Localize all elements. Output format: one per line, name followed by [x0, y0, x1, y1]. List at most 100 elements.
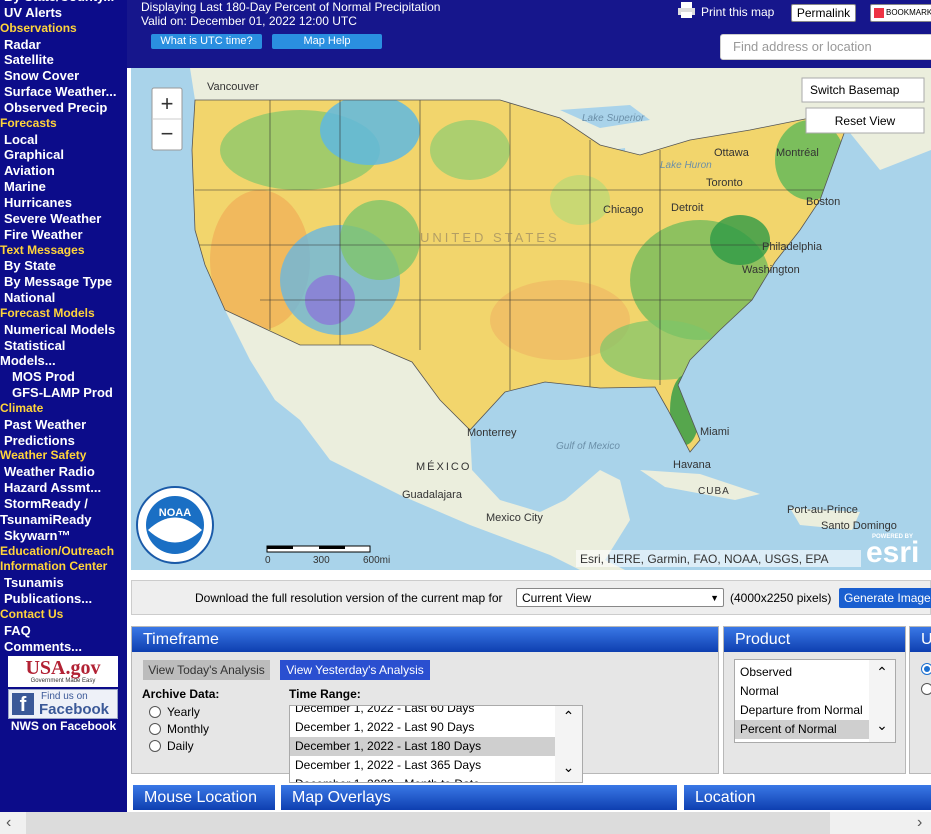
- scroll-right[interactable]: ›: [917, 814, 923, 831]
- today-button[interactable]: View Today's Analysis: [143, 660, 270, 680]
- nav-link[interactable]: Comments...: [4, 638, 83, 654]
- nav-link[interactable]: Publications...: [4, 591, 93, 607]
- nav-link[interactable]: UV Alerts: [4, 4, 63, 20]
- scale-label: 0: [265, 555, 271, 566]
- range-option[interactable]: December 1, 2022 - Last 365 Days: [295, 758, 482, 772]
- archive-option[interactable]: Monthly: [149, 720, 209, 737]
- nav-link[interactable]: Hazard Assmt...: [4, 480, 102, 496]
- utc-button[interactable]: What is UTC time?: [151, 34, 262, 49]
- scroll-left[interactable]: ‹: [6, 814, 12, 831]
- usa-gov-badge[interactable]: USA.gov Government Made Easy: [8, 656, 118, 687]
- range-option[interactable]: December 1, 2022 - Last 60 Days: [295, 705, 475, 715]
- product-option[interactable]: Normal: [740, 684, 779, 698]
- search-input[interactable]: Find address or location: [720, 34, 931, 60]
- range-option[interactable]: December 1, 2022 - Month to Date: [290, 775, 555, 782]
- nav-section[interactable]: Observations: [0, 20, 77, 35]
- nav-link[interactable]: By State/County...: [0, 0, 123, 5]
- nav-link[interactable]: Tsunamis: [4, 575, 64, 591]
- print-link[interactable]: Print this map: [701, 5, 775, 19]
- map-label: CUBA: [698, 486, 730, 497]
- units-title: U: [910, 627, 931, 652]
- product-list[interactable]: Observed Normal Departure from Normal Perce…: [734, 659, 896, 743]
- units-radio[interactable]: [921, 663, 931, 675]
- reset-view-button[interactable]: [805, 107, 925, 134]
- nav-link[interactable]: Local: [4, 131, 38, 147]
- product-scrollbar[interactable]: ⌃ ⌄: [869, 660, 895, 742]
- product-option[interactable]: Percent of Normal: [735, 720, 869, 739]
- units-radio[interactable]: [921, 683, 931, 695]
- archive-option[interactable]: Daily: [149, 737, 209, 754]
- units-panel: U: [909, 626, 931, 774]
- map[interactable]: Vancouver Lake Superior Ottawa Montréal …: [131, 68, 931, 570]
- h-scrollbar[interactable]: ‹ ›: [0, 812, 931, 834]
- nav-link[interactable]: StormReady / TsunamiReady: [0, 496, 92, 527]
- map-label: MÉXICO: [416, 460, 471, 473]
- nav-section[interactable]: Text Messages: [0, 242, 85, 257]
- nav-link[interactable]: Satellite: [4, 52, 54, 68]
- nav-link[interactable]: Numerical Models: [4, 321, 116, 337]
- range-option[interactable]: December 1, 2022 - Last 180 Days: [290, 737, 555, 756]
- nav-section[interactable]: Information Center: [0, 559, 108, 574]
- facebook-badge[interactable]: f Find us on Facebook: [8, 689, 118, 719]
- product-option[interactable]: Departure from Normal: [740, 703, 863, 717]
- nav-link[interactable]: Aviation: [4, 163, 55, 179]
- radio-circle[interactable]: [149, 722, 161, 735]
- reset-view-text[interactable]: Reset View: [835, 114, 896, 128]
- nav-section[interactable]: Education/Outreach: [0, 543, 115, 558]
- nav-link[interactable]: Radar: [4, 36, 41, 52]
- nav-link[interactable]: Weather Radio: [4, 464, 95, 480]
- nav-section[interactable]: Climate: [0, 400, 44, 415]
- view-select[interactable]: Current View ▼: [516, 588, 724, 607]
- scale-label: 600mi: [363, 555, 390, 566]
- zoom-out[interactable]: −: [161, 121, 174, 146]
- permalink-button[interactable]: Permalink: [791, 4, 856, 22]
- help-button[interactable]: Map Help: [272, 34, 382, 49]
- nav-section[interactable]: Contact Us: [0, 606, 64, 621]
- switch-basemap-text[interactable]: Switch Basemap: [810, 83, 900, 97]
- switch-basemap-button[interactable]: [801, 77, 925, 103]
- nav-link[interactable]: National: [4, 290, 56, 306]
- timeframe-panel: Timeframe View Today's Analysis View Yes…: [131, 626, 719, 774]
- nav-link[interactable]: Surface Weather...: [4, 84, 117, 100]
- nav-link[interactable]: Statistical Models...: [0, 337, 66, 369]
- nav-link[interactable]: Predictions: [4, 432, 75, 448]
- nav-link[interactable]: Fire Weather: [4, 226, 83, 242]
- nav-link[interactable]: Hurricanes: [4, 194, 72, 210]
- scale-bar: 0 300 600mi: [265, 545, 390, 566]
- product-option[interactable]: Observed: [740, 665, 793, 679]
- map-label: Montréal: [776, 147, 819, 159]
- nav-link[interactable]: Observed Precip: [4, 99, 108, 115]
- panel-header: Map Overlays: [281, 785, 677, 810]
- yesterday-button[interactable]: View Yesterday's Analysis: [280, 660, 430, 680]
- radio-circle[interactable]: [149, 739, 161, 752]
- nav-link[interactable]: Graphical: [4, 147, 64, 163]
- h-scroll-thumb[interactable]: [26, 812, 830, 834]
- nav-link[interactable]: Skywarn™: [4, 527, 71, 543]
- sidebar: By State/County...UV AlertsObservationsR…: [0, 0, 127, 812]
- nav-link[interactable]: Past Weather: [4, 416, 87, 432]
- range-option[interactable]: December 1, 2022 - Last 90 Days: [295, 720, 475, 734]
- generate-button[interactable]: Generate Image: [839, 588, 931, 608]
- nav-link[interactable]: Marine: [4, 179, 46, 195]
- nav-link[interactable]: Snow Cover: [4, 68, 80, 84]
- zoom-in[interactable]: +: [161, 91, 174, 116]
- bookmark-button[interactable]: BOOKMARK: [870, 4, 931, 22]
- radio-circle[interactable]: [149, 705, 161, 718]
- nav-sublink[interactable]: GFS-LAMP Prod: [12, 385, 113, 401]
- nav-link[interactable]: Severe Weather: [4, 210, 102, 226]
- facebook-caption[interactable]: NWS on Facebook: [10, 719, 117, 733]
- range-list[interactable]: December 1, 2022 - Last 60 Days December …: [289, 705, 583, 783]
- nav-section[interactable]: Forecast Models: [0, 305, 95, 320]
- nav-section[interactable]: Forecasts: [0, 115, 57, 130]
- range-scrollbar[interactable]: ⌃ ⌄: [555, 706, 582, 782]
- nav-section[interactable]: Weather Safety: [0, 448, 87, 463]
- nav-link[interactable]: By Message Type: [4, 274, 113, 290]
- facebook-intro: Find us on: [41, 691, 88, 702]
- archive-option[interactable]: Yearly: [149, 703, 209, 720]
- nav-sublink[interactable]: MOS Prod: [12, 369, 75, 385]
- nav-link[interactable]: By State: [4, 258, 57, 274]
- nav-link[interactable]: FAQ: [4, 622, 31, 638]
- map-label: Monterrey: [467, 427, 517, 439]
